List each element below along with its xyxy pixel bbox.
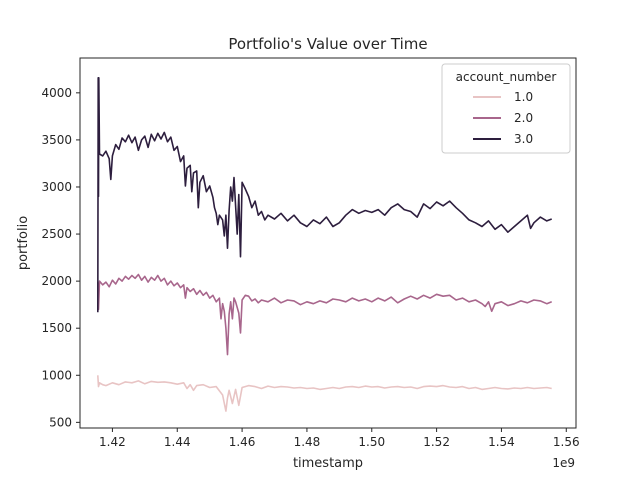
x-tick-label: 1.46: [229, 435, 256, 449]
legend-entry-2: 2.0: [514, 111, 533, 125]
y-tick-label: 1500: [41, 321, 72, 335]
plot-lines: [97, 77, 552, 412]
axes-frame: [79, 57, 577, 429]
y-tick-label: 500: [49, 415, 72, 429]
y-tick-label: 3000: [41, 180, 72, 194]
series-line-3: [97, 77, 552, 313]
y-tick-label: 1000: [41, 368, 72, 382]
legend: account_number 1.0 2.0 3.0: [441, 63, 571, 154]
y-axis: 500 1000 1500 2000 2500 3000 3500 4000: [41, 86, 80, 429]
chart-title: Portfolio's Value over Time: [228, 35, 427, 53]
series-line-1: [97, 375, 552, 412]
y-axis-label: portfolio: [16, 216, 31, 270]
y-tick-label: 3500: [41, 133, 72, 147]
x-axis-offset-label: 1e9: [552, 456, 575, 470]
x-tick-label: 1.42: [99, 435, 126, 449]
legend-entries: 1.0 2.0 3.0: [473, 90, 533, 146]
x-tick-label: 1.52: [423, 435, 450, 449]
y-tick-label: 2000: [41, 274, 72, 288]
x-tick-label: 1.48: [294, 435, 321, 449]
legend-entry-1: 1.0: [514, 90, 533, 104]
x-tick-label: 1.56: [553, 435, 580, 449]
y-tick-label: 2500: [41, 227, 72, 241]
legend-title: account_number: [456, 70, 557, 84]
x-tick-label: 1.54: [488, 435, 515, 449]
x-tick-label: 1.50: [358, 435, 385, 449]
legend-entry-3: 3.0: [514, 132, 533, 146]
x-axis: 1.42 1.44 1.46 1.48 1.50 1.52 1.54 1.56: [99, 428, 580, 449]
series-line-2: [97, 273, 552, 356]
x-tick-label: 1.44: [164, 435, 191, 449]
y-tick-label: 4000: [41, 86, 72, 100]
legend-box: [441, 63, 571, 154]
x-axis-label: timestamp: [293, 456, 363, 471]
